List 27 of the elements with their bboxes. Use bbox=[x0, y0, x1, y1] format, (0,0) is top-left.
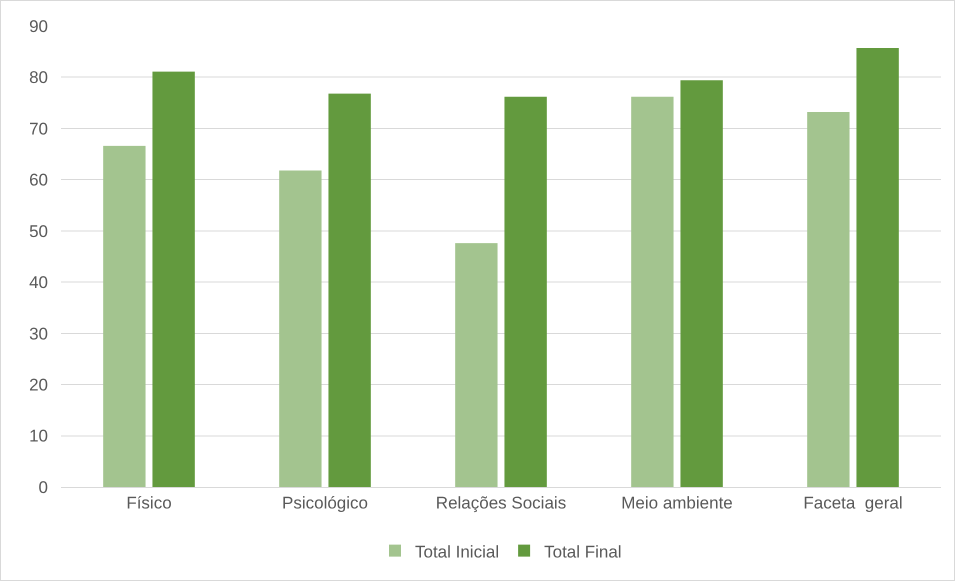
x-tick-label: Psicológico bbox=[282, 493, 368, 512]
legend-label: Total Final bbox=[544, 542, 622, 562]
y-tick-label: 20 bbox=[29, 376, 48, 395]
bar bbox=[856, 48, 899, 487]
bar bbox=[328, 94, 371, 487]
y-tick-label: 70 bbox=[29, 119, 48, 138]
bar bbox=[279, 170, 322, 487]
y-tick-label: 90 bbox=[29, 16, 48, 36]
y-tick-label: 60 bbox=[29, 170, 48, 190]
y-tick-label: 40 bbox=[29, 273, 48, 292]
bar bbox=[455, 243, 498, 487]
y-tick-label: 80 bbox=[29, 68, 48, 88]
x-tick-label: Faceta geral bbox=[803, 493, 903, 512]
y-tick-label: 50 bbox=[29, 222, 48, 241]
legend-label: Total Inicial bbox=[415, 542, 500, 562]
bar bbox=[631, 96, 674, 487]
y-tick-label: 0 bbox=[38, 478, 48, 497]
y-tick-label: 30 bbox=[29, 324, 48, 344]
bar bbox=[504, 96, 547, 487]
x-tick-label: Meio ambiente bbox=[621, 493, 733, 512]
x-tick-label: Relações Sociais bbox=[436, 493, 566, 512]
bar bbox=[103, 146, 146, 487]
bar bbox=[807, 112, 850, 487]
y-tick-label: 10 bbox=[29, 426, 48, 446]
bar bbox=[152, 72, 195, 487]
bar bbox=[680, 80, 723, 487]
x-tick-label: Físico bbox=[126, 493, 172, 512]
